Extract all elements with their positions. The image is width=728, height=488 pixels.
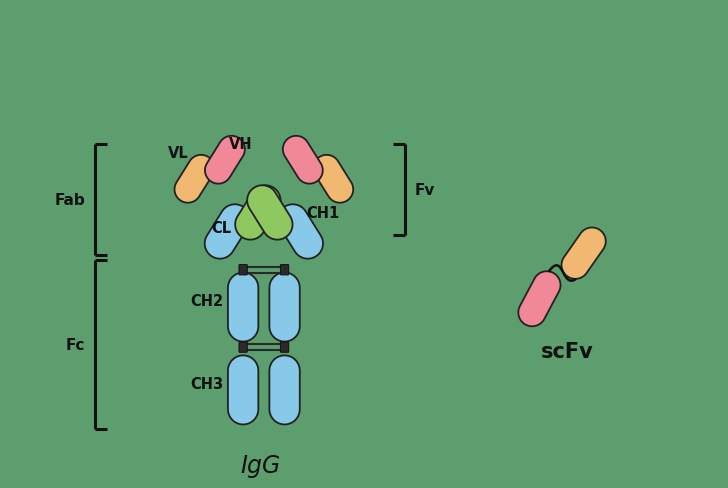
- Polygon shape: [518, 272, 561, 326]
- Polygon shape: [235, 186, 280, 240]
- Text: scFv: scFv: [542, 341, 594, 361]
- Text: CH3: CH3: [191, 376, 223, 391]
- Text: VH: VH: [229, 137, 253, 152]
- Text: CH1: CH1: [306, 205, 339, 220]
- Polygon shape: [269, 273, 300, 342]
- Polygon shape: [248, 186, 293, 240]
- FancyBboxPatch shape: [239, 342, 248, 352]
- Polygon shape: [205, 205, 250, 259]
- Text: CL: CL: [212, 221, 232, 236]
- Polygon shape: [277, 205, 323, 259]
- Text: Fv: Fv: [415, 183, 435, 198]
- FancyBboxPatch shape: [280, 342, 289, 352]
- FancyBboxPatch shape: [280, 265, 289, 275]
- Polygon shape: [313, 156, 353, 203]
- Polygon shape: [228, 273, 258, 342]
- Polygon shape: [282, 137, 323, 184]
- Text: IgG: IgG: [240, 452, 280, 476]
- Text: Fc: Fc: [66, 337, 85, 352]
- Text: VL: VL: [168, 146, 189, 161]
- Polygon shape: [561, 228, 606, 279]
- Text: CH2: CH2: [191, 293, 223, 308]
- Text: Fab: Fab: [54, 192, 85, 207]
- FancyBboxPatch shape: [239, 265, 248, 275]
- Polygon shape: [205, 137, 245, 184]
- Polygon shape: [269, 356, 300, 425]
- Polygon shape: [175, 156, 215, 203]
- Polygon shape: [228, 356, 258, 425]
